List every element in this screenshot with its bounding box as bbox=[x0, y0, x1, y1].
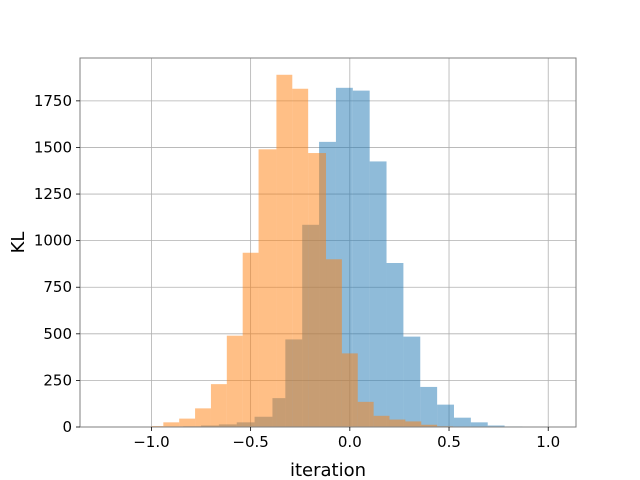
histogram-bar-series-2 bbox=[373, 415, 390, 427]
y-tick-label: 750 bbox=[43, 278, 72, 296]
y-tick-label: 1500 bbox=[34, 138, 72, 156]
histogram-bars bbox=[111, 74, 559, 428]
x-axis-label: iteration bbox=[290, 460, 366, 480]
plot-frame bbox=[79, 57, 577, 428]
histogram-bar-series-1 bbox=[437, 404, 454, 427]
x-tick-label: −0.5 bbox=[232, 433, 268, 451]
x-tick-label: 0.5 bbox=[437, 433, 461, 451]
histogram-bar-series-2 bbox=[195, 408, 211, 427]
x-tick-label: 0.0 bbox=[338, 433, 362, 451]
histogram-bar-series-2 bbox=[326, 259, 342, 427]
y-tick-label: 1000 bbox=[34, 232, 72, 250]
histogram-bar-series-2 bbox=[242, 252, 259, 427]
histogram-bar-series-2 bbox=[226, 335, 243, 427]
histogram-bar-series-2 bbox=[163, 422, 180, 427]
histogram-bar-series-2 bbox=[405, 421, 422, 427]
y-axis-ticks: 0 250 500 750 1000 1250 1500 1750 bbox=[34, 92, 80, 436]
histogram-bar-series-1 bbox=[386, 263, 404, 427]
histogram-bar-series-2 bbox=[308, 153, 327, 427]
x-tick-label: −1.0 bbox=[133, 433, 169, 451]
histogram-bar-series-2 bbox=[179, 418, 196, 427]
y-axis-label: KL bbox=[8, 232, 29, 254]
x-tick-label: 1.0 bbox=[536, 433, 560, 451]
histogram-bar-series-1 bbox=[470, 422, 488, 427]
y-tick-label: 500 bbox=[43, 325, 72, 343]
histogram-bar-series-2 bbox=[276, 74, 293, 427]
histogram-bar-series-2 bbox=[210, 384, 227, 427]
y-tick-label: 1250 bbox=[34, 185, 72, 203]
y-tick-label: 1750 bbox=[34, 92, 72, 110]
histogram-bar-series-2 bbox=[389, 419, 406, 427]
histogram-bar-series-1 bbox=[420, 386, 438, 427]
histogram-bar-series-2 bbox=[357, 401, 374, 427]
x-axis-ticks: −1.0 −0.5 0.0 0.5 1.0 bbox=[133, 427, 560, 451]
histogram-bar-series-1 bbox=[352, 90, 370, 427]
histogram-bar-series-2 bbox=[421, 424, 438, 427]
histogram-bar-series-2 bbox=[258, 149, 277, 427]
histogram-bar-series-1 bbox=[369, 161, 387, 427]
histogram-bar-series-1 bbox=[403, 336, 421, 427]
histogram-bar-series-1 bbox=[453, 417, 471, 427]
histogram-bar-series-2 bbox=[292, 88, 309, 427]
histogram-bar-series-2 bbox=[341, 353, 358, 427]
histogram-bar-series-1 bbox=[487, 425, 505, 427]
y-tick-label: 250 bbox=[43, 371, 72, 389]
y-tick-label: 0 bbox=[62, 418, 72, 436]
